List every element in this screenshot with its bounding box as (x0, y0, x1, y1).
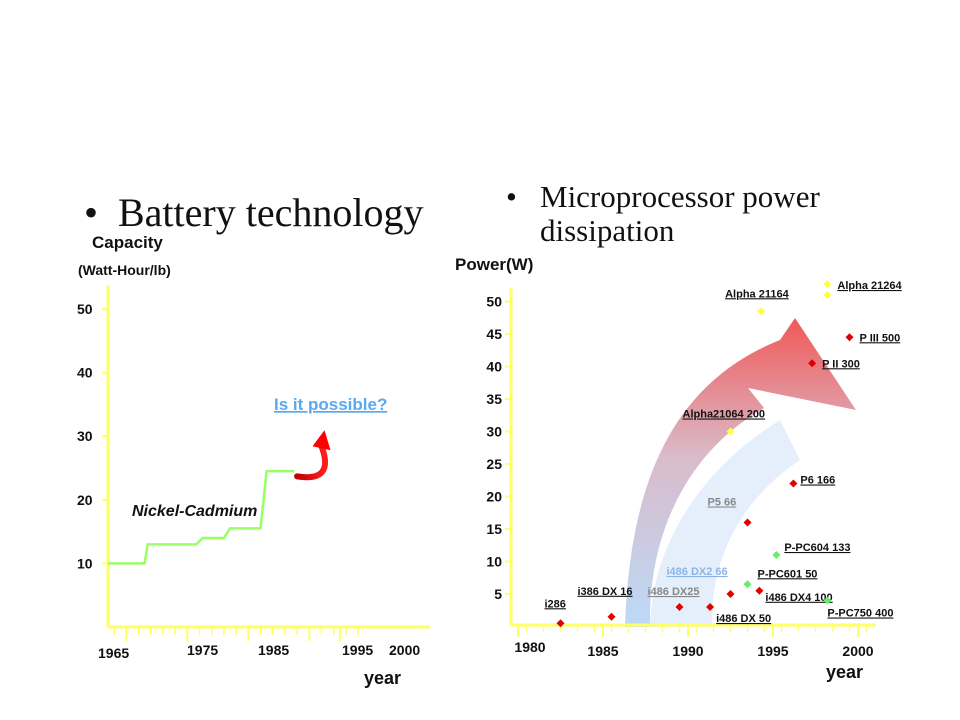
power-data-point (726, 590, 735, 598)
battery-x-tick-label: 1965 (98, 645, 129, 661)
power-data-label: P5 66 (708, 497, 737, 509)
battery-annotation-arrow-head (312, 430, 331, 451)
power-y-tick-label: 40 (486, 359, 502, 375)
battery-y-tick-label: 40 (77, 365, 93, 381)
bullet-battery-technology: • Battery technology (84, 190, 423, 236)
power-data-label: P-PC604 133 (784, 542, 850, 554)
bullet-text: Microprocessor power dissipation (540, 179, 820, 248)
bullet-text: Battery technology (118, 190, 424, 235)
power-data-point (823, 291, 832, 299)
power-data-label: P-PC601 50 (758, 568, 818, 580)
power-y-tick-label: 50 (486, 294, 502, 310)
power-x-tick-label: 1980 (514, 639, 545, 655)
power-x-tick-label: 1985 (587, 643, 618, 659)
power-data-point (743, 580, 752, 589)
power-y-tick-label: 10 (486, 554, 502, 570)
battery-x-tick-label: 1995 (342, 642, 373, 658)
power-data-point (726, 427, 735, 436)
battery-y-tick-label: 30 (77, 428, 93, 444)
power-data-point (607, 612, 616, 621)
power-data-label: i386 DX 16 (578, 586, 633, 598)
battery-y-tick-label: 20 (77, 492, 93, 508)
power-data-point (706, 603, 715, 611)
power-trend-arrow-shade (650, 420, 800, 627)
power-data-label: i486 DX 50 (716, 613, 771, 625)
power-data-point (845, 333, 854, 342)
power-data-label: i286 (545, 598, 566, 610)
power-data-label: P III 500 (860, 332, 901, 344)
battery-series-label: Nickel-Cadmium (132, 503, 257, 520)
power-data-point (772, 551, 781, 559)
power-data-point (743, 518, 752, 527)
power-trend-arrow (625, 318, 856, 627)
battery-ylabel-line2: (Watt-Hour/lb) (78, 262, 171, 278)
power-xlabel: year (826, 662, 863, 682)
battery-y-tick-label: 10 (77, 555, 93, 571)
power-data-point-secondary (823, 280, 832, 288)
power-data-point (823, 596, 832, 605)
power-data-label: i486 DX4 100 (765, 592, 832, 604)
power-y-tick-label: 35 (486, 391, 502, 407)
power-data-label: i486 DX2 66 (667, 566, 728, 578)
power-data-point (757, 307, 766, 316)
power-x-tick-label: 1995 (757, 643, 788, 659)
power-data-point (556, 619, 565, 628)
bullet-dot: • (84, 190, 99, 235)
power-data-point (755, 586, 764, 595)
battery-y-tick-label: 50 (77, 301, 93, 317)
power-trend-arrow-shape (625, 318, 856, 627)
bullet-microprocessor-power: • Microprocessor power dissipation (506, 180, 886, 248)
power-data-point (675, 603, 684, 611)
battery-question-annotation: Is it possible? (274, 395, 387, 414)
power-data-label: Alpha 21164 (725, 288, 789, 300)
power-data-label: P-PC750 400 (827, 608, 893, 620)
power-data-label: P6 166 (800, 475, 835, 487)
battery-chart: 10 20 30 40 50 1965 1975 1985 1995 2000 (77, 285, 430, 661)
battery-annotation-arrow-shaft (294, 443, 328, 481)
power-y-tick-label: 25 (486, 456, 502, 472)
power-x-tick-label: 2000 (842, 643, 873, 659)
power-data-label: P II 300 (822, 358, 860, 370)
power-data-label: Alpha21064 200 (683, 409, 766, 421)
battery-x-tick-label: 1985 (258, 642, 289, 658)
power-data-point (808, 359, 817, 368)
power-y-tick-label: 5 (494, 586, 502, 602)
power-data-label: i486 DX25 (648, 586, 700, 598)
power-x-tick-label: 1990 (672, 643, 703, 659)
power-y-tick-label: 15 (486, 521, 502, 537)
battery-x-tick-label: 1975 (187, 642, 218, 658)
battery-x-tick-label: 2000 (389, 642, 420, 658)
power-ylabel: Power(W) (455, 255, 533, 274)
power-chart: 5 10 15 20 25 30 35 40 45 50 1980 1985 1990 1995 2000 i… (486, 280, 902, 659)
power-y-tick-label: 30 (486, 424, 502, 440)
battery-series-line (108, 469, 295, 565)
power-data-point (789, 479, 798, 488)
power-y-tick-label: 20 (486, 489, 502, 505)
battery-ylabel-line1: Capacity (92, 233, 163, 252)
power-y-tick-label: 45 (486, 326, 502, 342)
battery-xlabel: year (364, 668, 401, 688)
power-data-label: Alpha 21264 (837, 280, 902, 292)
bullet-dot: • (506, 179, 517, 214)
